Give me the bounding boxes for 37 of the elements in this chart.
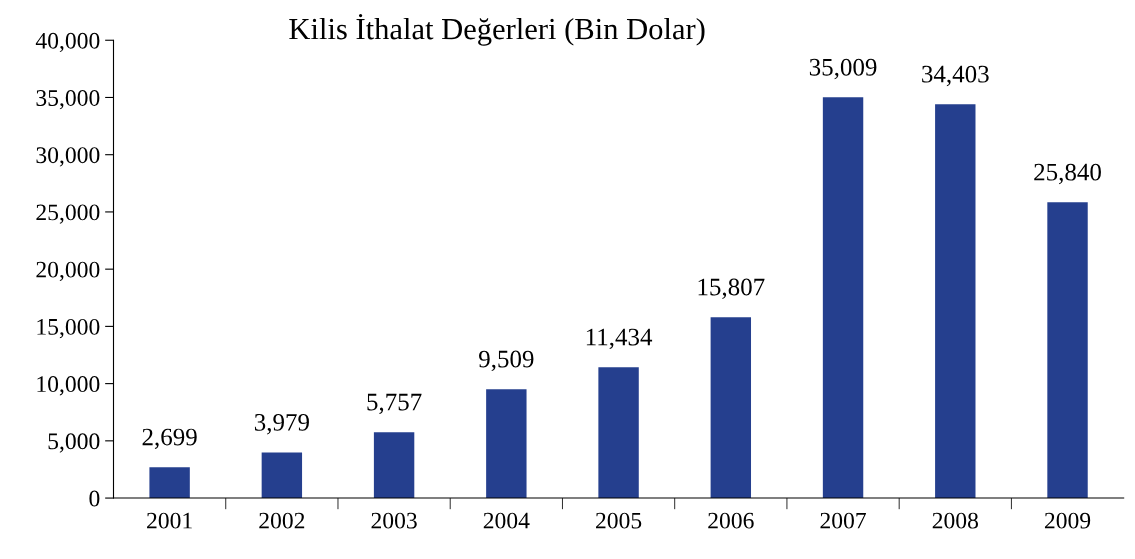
chart-title: Kilis İthalat Değerleri (Bin Dolar) bbox=[289, 13, 705, 46]
bar bbox=[598, 367, 639, 499]
y-tick-label: 15,000 bbox=[37, 318, 100, 339]
bar bbox=[486, 389, 527, 499]
y-tick-label: 30,000 bbox=[36, 147, 100, 167]
bar bbox=[822, 97, 864, 499]
x-tick-label: 2002 bbox=[259, 512, 305, 529]
data-label: 25,840 bbox=[1034, 163, 1101, 185]
bar bbox=[261, 452, 303, 499]
data-label: 2,699 bbox=[142, 428, 197, 450]
x-tick-label: 2003 bbox=[371, 512, 417, 529]
x-tick-label: 2006 bbox=[708, 512, 754, 529]
y-tick-label: 10,000 bbox=[37, 376, 100, 396]
x-tick-label: 2005 bbox=[596, 512, 642, 529]
bar bbox=[149, 467, 190, 499]
x-tick-label: 2008 bbox=[932, 512, 978, 529]
bar bbox=[935, 104, 976, 499]
y-tick-label: 20,000 bbox=[36, 261, 100, 281]
x-tick-label: 2004 bbox=[483, 512, 530, 529]
y-tick-label: 40,000 bbox=[35, 32, 100, 53]
data-label: 11,434 bbox=[586, 328, 653, 350]
data-label: 5,757 bbox=[367, 393, 422, 415]
data-label: 34,403 bbox=[922, 65, 989, 87]
data-label: 15,807 bbox=[698, 278, 765, 299]
y-tick-label: 35,000 bbox=[36, 89, 100, 110]
x-tick-label: 2007 bbox=[820, 512, 866, 529]
y-tick-label: 5,000 bbox=[48, 433, 100, 453]
data-label: 3,979 bbox=[254, 413, 309, 435]
x-tick-label: 2001 bbox=[147, 512, 192, 529]
x-tick-label: 2009 bbox=[1044, 512, 1091, 529]
bar bbox=[373, 432, 415, 499]
bar bbox=[710, 317, 752, 499]
y-tick-label: 0 bbox=[89, 490, 100, 507]
y-tick-label: 25,000 bbox=[36, 204, 100, 224]
bar bbox=[1047, 202, 1088, 499]
data-label: 35,009 bbox=[809, 58, 877, 80]
data-label: 9,509 bbox=[479, 350, 534, 372]
